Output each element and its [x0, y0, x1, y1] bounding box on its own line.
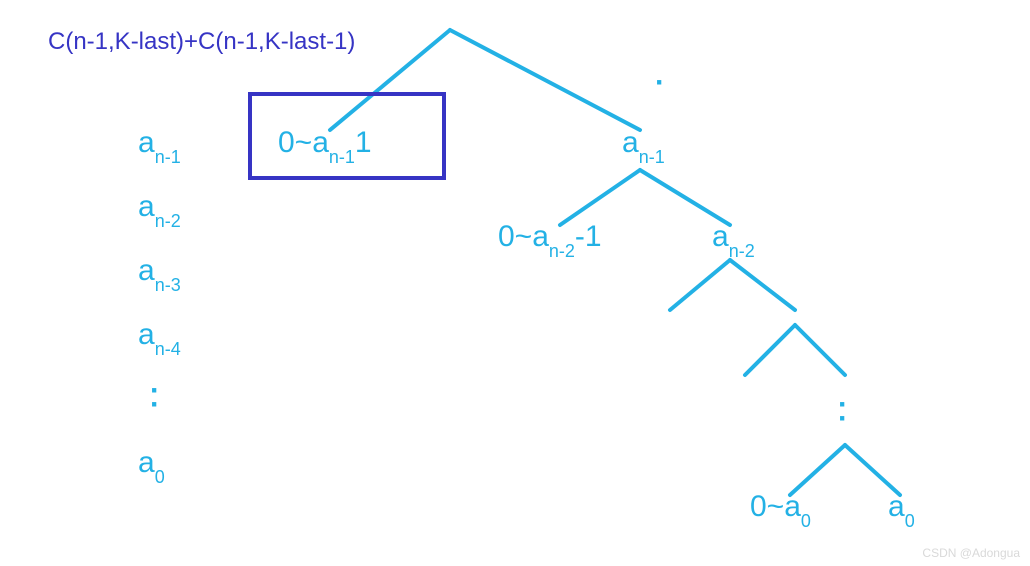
node-left-range-last: 0~a0 [750, 492, 811, 526]
node-a0: a0 [888, 492, 915, 526]
watermark-text: CSDN @Adongua [922, 546, 1020, 560]
decor-dot: · [655, 66, 665, 100]
left-item-an2: an-2 [138, 192, 181, 226]
right-vdots: ·· [838, 398, 848, 426]
node-left-range-1: 0~an-11 [278, 128, 372, 162]
left-item-an3: an-3 [138, 256, 181, 290]
node-an2: an-2 [712, 222, 755, 256]
left-item-a0: a0 [138, 448, 165, 482]
left-vdots: ·· [150, 384, 160, 412]
node-an1: an-1 [622, 128, 665, 162]
formula-text: C(n-1,K-last)+C(n-1,K-last-1) [48, 28, 355, 56]
left-item-an1: an-1 [138, 128, 181, 162]
left-item-an4: an-4 [138, 320, 181, 354]
node-left-range-2: 0~an-2-1 [498, 222, 602, 256]
